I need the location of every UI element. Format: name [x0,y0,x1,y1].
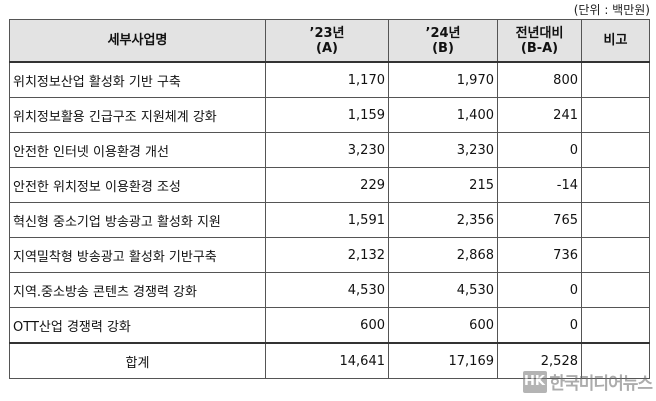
row-note [581,202,650,238]
watermark-text: 한국미디어뉴스 [549,374,653,394]
row-y23: 2,132 [265,237,389,273]
row-name: 지역밀착형 방송광고 활성화 기반구축 [9,237,266,273]
row-y23: 600 [265,307,389,344]
table-row: OTT산업 경쟁력 강화 600 600 0 [9,307,650,344]
table-row: 안전한 인터넷 이용환경 개선 3,230 3,230 0 [9,132,650,168]
table-row: 혁신형 중소기업 방송광고 활성화 지원 1,591 2,356 765 [9,202,650,238]
row-note [581,307,650,344]
row-y23: 1,591 [265,202,389,238]
header-diff: 전년대비 (B-A) [497,19,582,63]
table-row: 지역밀착형 방송광고 활성화 기반구축 2,132 2,868 736 [9,237,650,273]
table-row: 지역.중소방송 콘텐츠 경쟁력 강화 4,530 4,530 0 [9,272,650,308]
row-note [581,132,650,168]
header-y23-code: (A) [316,40,338,56]
row-y23: 4,530 [265,272,389,308]
header-name: 세부사업명 [9,19,266,63]
row-name: 안전한 인터넷 이용환경 개선 [9,132,266,168]
row-diff: 0 [497,132,582,168]
row-note [581,97,650,133]
row-y24: 215 [388,167,498,203]
row-diff: 241 [497,97,582,133]
row-note [581,61,650,98]
header-note: 비고 [581,19,650,63]
budget-table: 세부사업명 ’23년 (A) ’24년 (B) 전년대비 (B-A) 비고 위치… [9,19,650,379]
row-diff: 0 [497,307,582,344]
header-y23-year: ’23년 [309,25,345,41]
row-y24: 4,530 [388,272,498,308]
header-y24: ’24년 (B) [388,19,498,63]
total-y23: 14,641 [265,342,389,379]
row-diff: 0 [497,272,582,308]
header-diff-title: 전년대비 [515,25,564,41]
row-diff: -14 [497,167,582,203]
table-row: 위치정보산업 활성화 기반 구축 1,170 1,970 800 [9,61,650,98]
header-row: 세부사업명 ’23년 (A) ’24년 (B) 전년대비 (B-A) 비고 [9,19,650,63]
row-note [581,167,650,203]
table-row: 안전한 위치정보 이용환경 조성 229 215 -14 [9,167,650,203]
row-name: 혁신형 중소기업 방송광고 활성화 지원 [9,202,266,238]
row-y24: 600 [388,307,498,344]
row-diff: 800 [497,61,582,98]
row-name: 지역.중소방송 콘텐츠 경쟁력 강화 [9,272,266,308]
header-y24-code: (B) [432,40,454,56]
watermark: HK 한국미디어뉴스 [522,369,653,394]
header-diff-code: (B-A) [520,40,559,56]
total-note [581,342,650,379]
unit-note: (단위 : 백만원) [573,3,650,17]
row-note [581,272,650,308]
row-y24: 1,400 [388,97,498,133]
row-name: OTT산업 경쟁력 강화 [9,307,266,344]
total-row: 합계 14,641 17,169 2,528 [9,342,650,379]
row-y24: 2,356 [388,202,498,238]
row-y23: 3,230 [265,132,389,168]
row-y23: 1,159 [265,97,389,133]
row-y24: 3,230 [388,132,498,168]
row-name: 안전한 위치정보 이용환경 조성 [9,167,266,203]
total-y24: 17,169 [388,342,498,379]
table-row: 위치정보활용 긴급구조 지원체계 강화 1,159 1,400 241 [9,97,650,133]
row-diff: 736 [497,237,582,273]
row-diff: 765 [497,202,582,238]
row-y23: 1,170 [265,61,389,98]
row-name: 위치정보산업 활성화 기반 구축 [9,61,266,98]
row-y24: 1,970 [388,61,498,98]
watermark-logo-icon: HK [522,370,547,393]
total-label: 합계 [9,342,266,379]
header-y24-year: ’24년 [425,25,461,41]
row-name: 위치정보활용 긴급구조 지원체계 강화 [9,97,266,133]
header-y23: ’23년 (A) [265,19,389,63]
row-note [581,237,650,273]
row-y23: 229 [265,167,389,203]
row-y24: 2,868 [388,237,498,273]
